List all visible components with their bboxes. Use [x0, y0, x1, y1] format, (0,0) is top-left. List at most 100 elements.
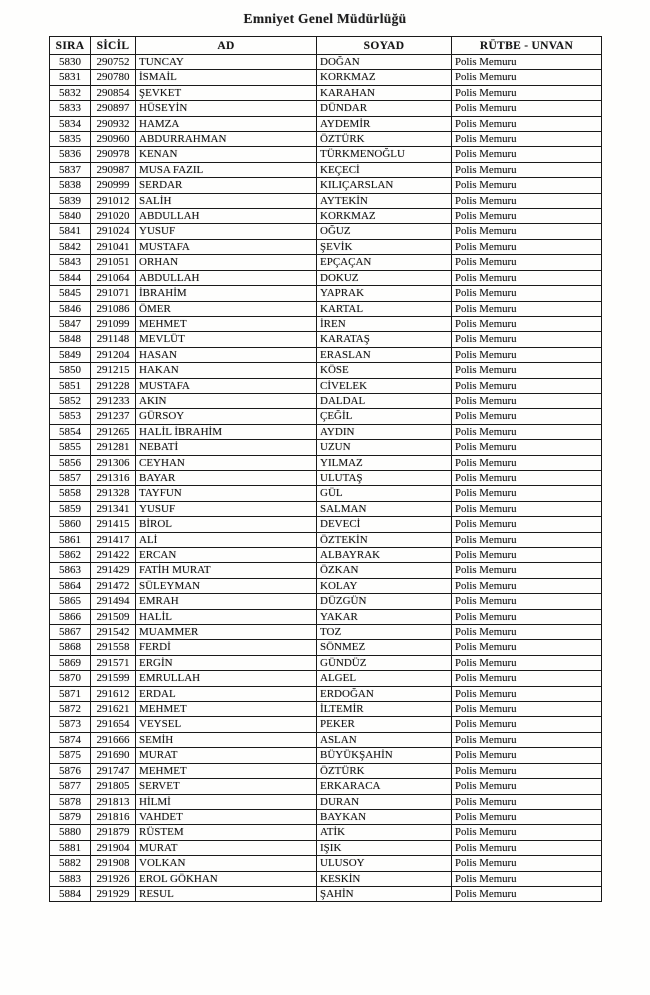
sira-cell: 5883 [49, 870, 91, 887]
table-row: 5873 291654 VEYSEL PEKER Polis Memuru [49, 716, 602, 733]
table-row: 5863 291429 FATİH MURAT ÖZKAN Polis Memuru [49, 562, 602, 579]
table-row: 5884 291929 RESUL ŞAHİN Polis Memuru [49, 885, 602, 903]
sira-cell: 5863 [49, 562, 91, 579]
sicil-cell: 291306 [90, 454, 136, 471]
table-row: 5841 291024 YUSUF OĞUZ Polis Memuru [49, 223, 602, 240]
soyad-cell: YILMAZ [316, 454, 452, 471]
rutbe-unvan-cell: Polis Memuru [451, 870, 602, 887]
sira-cell: 5853 [49, 408, 91, 425]
soyad-cell: İLTEMİR [316, 701, 452, 718]
rutbe-unvan-cell: Polis Memuru [451, 315, 602, 333]
ad-cell: TAYFUN [135, 485, 317, 502]
sicil-cell: 291805 [90, 778, 136, 795]
sicil-cell: 290932 [90, 115, 136, 133]
rutbe-unvan-cell: Polis Memuru [451, 716, 602, 733]
soyad-cell: DÜNDAR [316, 100, 452, 117]
sicil-cell: 291612 [90, 685, 136, 703]
rutbe-unvan-cell: Polis Memuru [451, 778, 602, 795]
table-row: 5855 291281 NEBATİ UZUN Polis Memuru [49, 439, 602, 456]
table-row: 5859 291341 YUSUF SALMAN Polis Memuru [49, 500, 602, 518]
soyad-cell: GÜNDÜZ [316, 654, 452, 672]
sicil-cell: 290960 [90, 131, 136, 148]
soyad-cell: EPÇAÇAN [316, 254, 452, 271]
soyad-cell: DURAN [316, 793, 452, 810]
sicil-cell: 291908 [90, 855, 136, 872]
sira-cell: 5843 [49, 254, 91, 271]
ad-cell: ŞEVKET [135, 84, 317, 102]
ad-cell: MUAMMER [135, 624, 317, 641]
sira-cell: 5871 [49, 685, 91, 703]
sira-cell: 5830 [49, 53, 91, 71]
rutbe-unvan-cell: Polis Memuru [451, 208, 602, 225]
ad-cell: MUSTAFA [135, 377, 317, 394]
table-row: 5868 291558 FERDİ SÖNMEZ Polis Memuru [49, 639, 602, 656]
table-row: 5875 291690 MURAT BÜYÜKŞAHİN Polis Memuru [49, 747, 602, 764]
rutbe-unvan-cell: Polis Memuru [451, 593, 602, 610]
soyad-cell: AYDEMİR [316, 115, 452, 133]
rutbe-unvan-cell: Polis Memuru [451, 577, 602, 595]
soyad-cell: ERDOĞAN [316, 685, 452, 703]
sicil-cell: 290978 [90, 146, 136, 163]
ad-cell: RESUL [135, 885, 317, 903]
rutbe-unvan-cell: Polis Memuru [451, 485, 602, 502]
sicil-cell: 291621 [90, 701, 136, 718]
sira-cell: 5831 [49, 69, 91, 86]
sicil-cell: 290897 [90, 100, 136, 117]
ad-cell: MEVLÜT [135, 331, 317, 348]
sira-cell: 5865 [49, 593, 91, 610]
sicil-cell: 291281 [90, 439, 136, 456]
ad-cell: ÖMER [135, 300, 317, 317]
ad-cell: ALİ [135, 531, 317, 549]
ad-cell: FATİH MURAT [135, 562, 317, 579]
sicil-cell: 291316 [90, 469, 136, 487]
sicil-cell: 291415 [90, 516, 136, 533]
rutbe-unvan-cell: Polis Memuru [451, 238, 602, 256]
soyad-cell: ÇEĞİL [316, 408, 452, 425]
sicil-cell: 291472 [90, 577, 136, 595]
table-row: 5840 291020 ABDULLAH KORKMAZ Polis Memuru [49, 208, 602, 225]
rutbe-unvan-cell: Polis Memuru [451, 423, 602, 441]
sicil-cell: 291086 [90, 300, 136, 317]
ad-cell: RÜSTEM [135, 824, 317, 841]
sicil-cell: 291233 [90, 392, 136, 410]
sicil-cell: 290987 [90, 161, 136, 179]
sira-cell: 5833 [49, 100, 91, 117]
table-row: 5866 291509 HALİL YAKAR Polis Memuru [49, 608, 602, 626]
soyad-cell: ULUTAŞ [316, 469, 452, 487]
sicil-cell: 291051 [90, 254, 136, 271]
table-row: 5882 291908 VOLKAN ULUSOY Polis Memuru [49, 855, 602, 872]
sicil-cell: 291904 [90, 839, 136, 857]
ad-cell: ERGİN [135, 654, 317, 672]
sira-cell: 5842 [49, 238, 91, 256]
ad-cell: SERDAR [135, 177, 317, 194]
ad-cell: HALİL İBRAHİM [135, 423, 317, 441]
sira-cell: 5872 [49, 701, 91, 718]
rutbe-unvan-cell: Polis Memuru [451, 100, 602, 117]
ad-cell: VAHDET [135, 808, 317, 826]
soyad-cell: GÜL [316, 485, 452, 502]
soyad-cell: ALGEL [316, 670, 452, 687]
personnel-table: SIRA SİCİL AD SOYAD RÜTBE - UNVAN 5830 29… [49, 36, 602, 903]
ad-cell: HÜSEYİN [135, 100, 317, 117]
ad-cell: MEHMET [135, 762, 317, 780]
sira-cell: 5877 [49, 778, 91, 795]
sicil-cell: 291816 [90, 808, 136, 826]
rutbe-unvan-cell: Polis Memuru [451, 161, 602, 179]
soyad-cell: YAKAR [316, 608, 452, 626]
soyad-cell: KARTAL [316, 300, 452, 317]
soyad-cell: ŞEVİK [316, 238, 452, 256]
soyad-cell: KEÇECİ [316, 161, 452, 179]
sira-cell: 5861 [49, 531, 91, 549]
ad-cell: YUSUF [135, 500, 317, 518]
soyad-cell: BAYKAN [316, 808, 452, 826]
rutbe-unvan-cell: Polis Memuru [451, 747, 602, 764]
rutbe-unvan-cell: Polis Memuru [451, 624, 602, 641]
rutbe-unvan-cell: Polis Memuru [451, 701, 602, 718]
sicil-cell: 291494 [90, 593, 136, 610]
sicil-cell: 291599 [90, 670, 136, 687]
sira-cell: 5857 [49, 469, 91, 487]
ad-cell: EROL GÖKHAN [135, 870, 317, 887]
sicil-cell: 291417 [90, 531, 136, 549]
table-row: 5839 291012 SALİH AYTEKİN Polis Memuru [49, 192, 602, 210]
